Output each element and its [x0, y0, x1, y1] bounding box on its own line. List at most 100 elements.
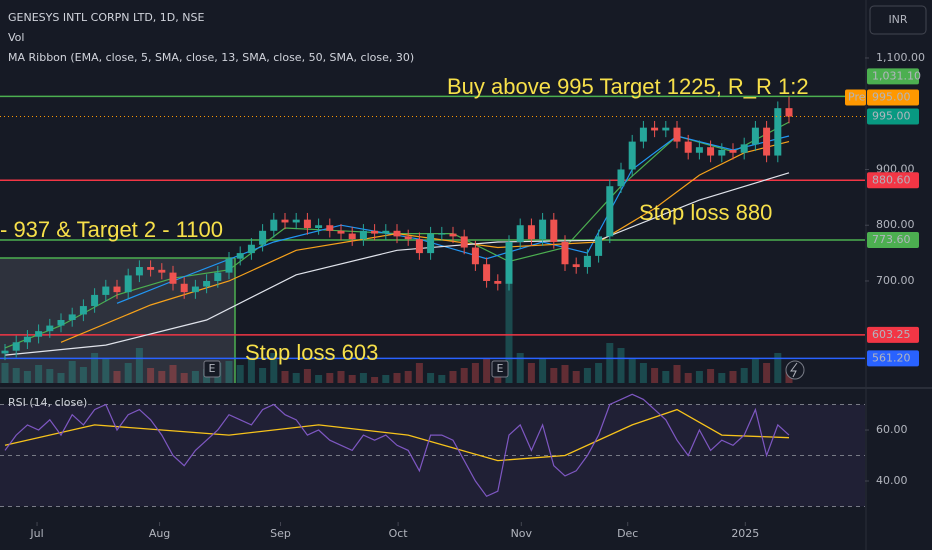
volume-bar: [135, 348, 143, 383]
candle-body: [427, 233, 435, 254]
candle-body: [494, 280, 502, 284]
x-tick-label: Oct: [389, 527, 409, 540]
x-tick-label: Dec: [617, 527, 638, 540]
candle-body: [572, 264, 580, 268]
volume-bar: [539, 358, 547, 383]
candle-body: [371, 230, 379, 234]
indicator-vol: Vol: [8, 31, 24, 44]
volume-bar: [315, 375, 323, 383]
candle-body: [102, 286, 110, 295]
candle-body: [707, 147, 715, 156]
range-box: [0, 258, 235, 383]
rsi-line: [4, 393, 790, 498]
candle-body: [113, 286, 121, 293]
candle-body: [415, 239, 423, 254]
candle-body: [281, 219, 289, 223]
volume-bar: [1, 363, 9, 383]
x-tick-label: Sep: [270, 527, 291, 540]
candle-body: [595, 236, 603, 256]
y-tick-label: 40.00: [876, 474, 908, 487]
annotation: - 937 & Target 2 - 1100: [0, 217, 223, 242]
last-price-label: 995.00: [872, 110, 911, 123]
volume-bar: [91, 353, 99, 383]
volume-bar: [550, 368, 558, 383]
pre-price-box: [867, 89, 919, 106]
event-label[interactable]: E: [209, 362, 216, 375]
candle-body: [315, 225, 323, 229]
currency[interactable]: INR: [888, 13, 907, 26]
lightning: [790, 362, 798, 378]
candle-body: [359, 230, 367, 240]
candle-body: [326, 225, 334, 231]
candle-body: [763, 127, 771, 156]
candle-body: [684, 141, 692, 153]
candle-body: [527, 225, 535, 240]
volume-bar: [606, 343, 614, 383]
event-marker[interactable]: [203, 360, 221, 378]
candle-body: [91, 294, 99, 307]
candle-body: [79, 306, 87, 315]
volume-bar: [673, 365, 681, 383]
marks: 1,100.00 900.00 800.00 700.00 Jul Aug Sep Oct No…: [0, 51, 925, 540]
volume-bar: [617, 348, 625, 383]
candle-body: [583, 255, 591, 268]
volume-bar: [774, 353, 782, 383]
volume-bar: [270, 353, 278, 383]
candle-body: [12, 342, 20, 351]
volume-bar: [169, 365, 177, 383]
volume-bar: [427, 373, 435, 383]
volume-bar: [359, 373, 367, 383]
volume-bar: [763, 363, 771, 383]
event-label[interactable]: E: [497, 362, 504, 375]
volume-bar: [572, 371, 580, 383]
candle-body: [617, 169, 625, 187]
volume-bar: [628, 358, 636, 383]
volume-bar: [158, 371, 166, 383]
candle-body: [203, 280, 211, 287]
volume-bar: [707, 369, 715, 383]
volume-bar: [12, 368, 20, 383]
volume-bar: [449, 371, 457, 383]
volume-bar: [483, 358, 491, 383]
volume-bar: [471, 363, 479, 383]
candle-body: [147, 267, 155, 270]
volume-bar: [751, 358, 759, 383]
ma-line: [60, 141, 790, 343]
volume-bar: [639, 363, 647, 383]
volume-bar: [415, 363, 423, 383]
candle-body: [225, 258, 233, 273]
candle-body: [337, 230, 345, 234]
candle-body: [662, 127, 670, 131]
volume-bar: [371, 377, 379, 383]
candle-body: [483, 264, 491, 281]
volume-bar: [393, 373, 401, 383]
event-marker[interactable]: [491, 360, 509, 378]
volume-bar: [79, 367, 87, 383]
candle-body: [561, 241, 569, 265]
y-tick-label: 900.00: [876, 162, 915, 175]
level-box: [867, 350, 919, 367]
y-tick-label: 800.00: [876, 218, 915, 231]
candle-body: [292, 219, 300, 223]
candle-body: [695, 147, 703, 153]
level-box: [867, 68, 919, 85]
volume-bar: [505, 283, 513, 383]
candle-body: [651, 127, 659, 131]
annotation: Stop loss 880: [639, 200, 772, 225]
volume-bar: [46, 369, 54, 383]
pre-price-label: 995.00: [872, 91, 911, 104]
candle-body: [505, 241, 513, 284]
volume-bar: [583, 368, 591, 383]
currency-button[interactable]: [869, 5, 927, 35]
candle-body: [180, 283, 188, 293]
rsi-ma-line: [4, 408, 790, 462]
volume-bar: [595, 363, 603, 383]
volume-bar: [740, 368, 748, 383]
volume-bar: [259, 368, 267, 383]
overlay: GENESYS INTL CORPN LTD, 1D, NSE Vol MA R…: [0, 5, 927, 409]
volume-bar: [651, 368, 659, 383]
dividend-icon[interactable]: [785, 360, 805, 380]
volume-bar: [662, 371, 670, 383]
x-tick-label: 2025: [731, 527, 759, 540]
